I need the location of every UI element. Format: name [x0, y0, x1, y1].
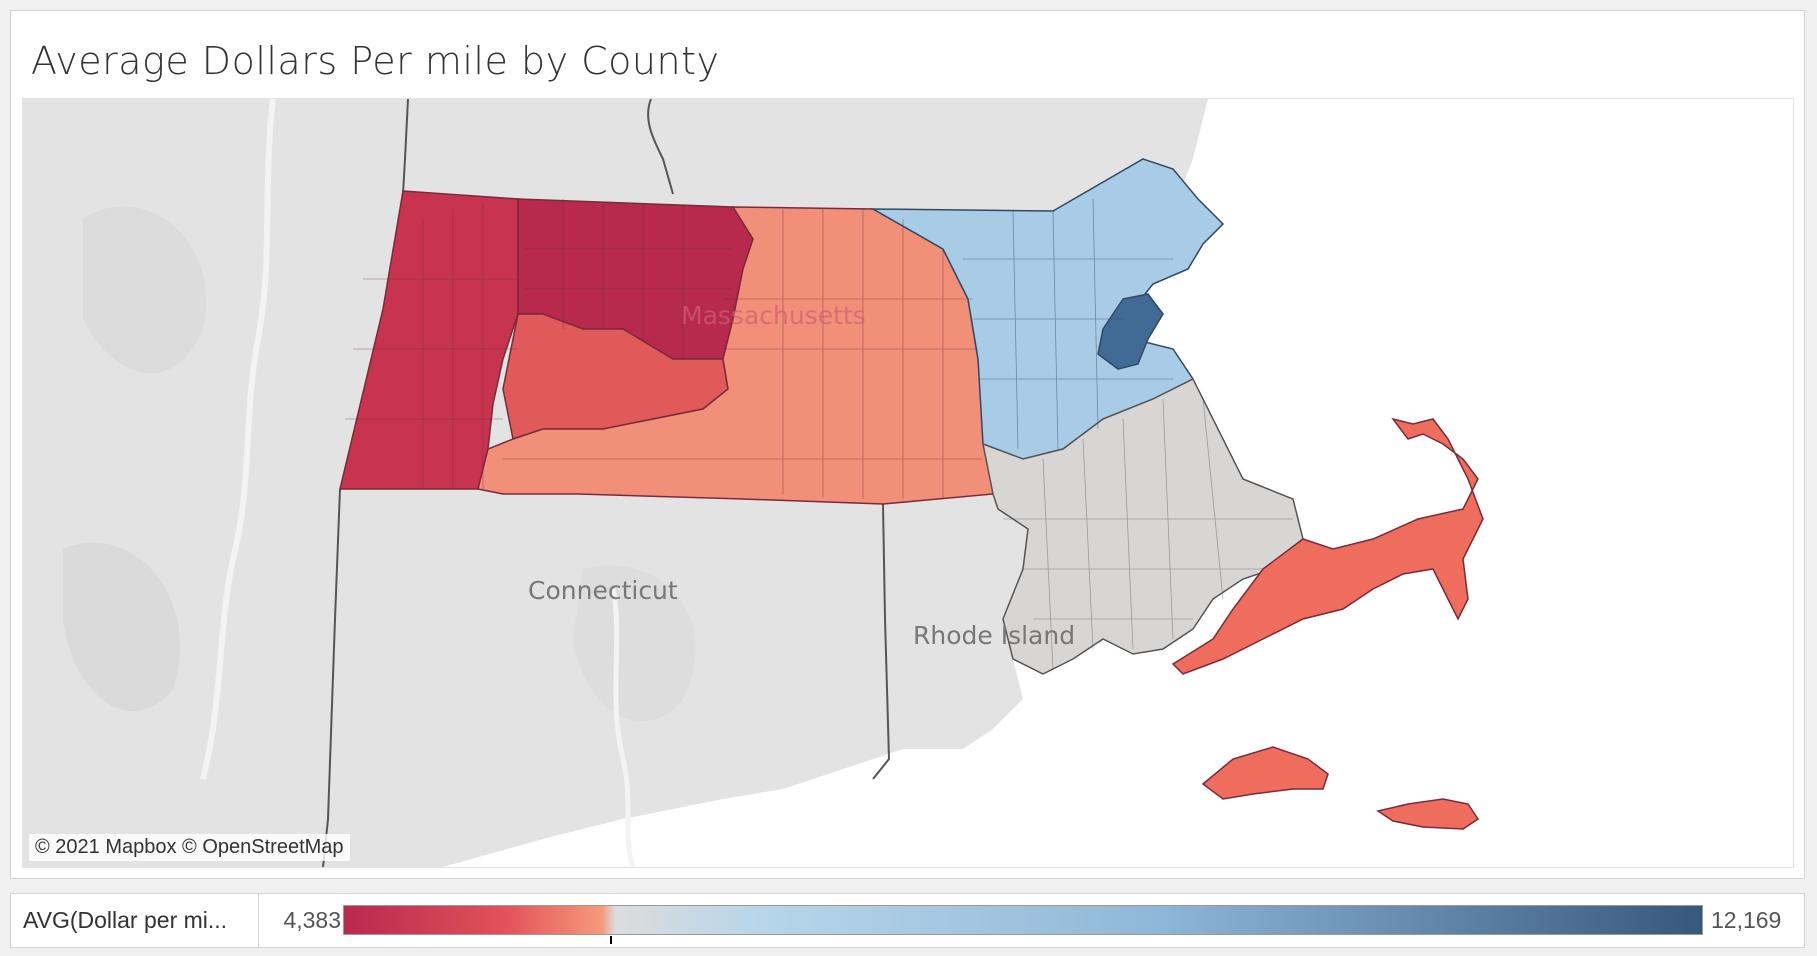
legend-max-value: 12,169: [1711, 907, 1782, 933]
terrain-shade: [63, 542, 181, 712]
legend-min-value: 4,383: [283, 907, 341, 933]
map-canvas[interactable]: Massachusetts Connecticut Rhode Island: [23, 99, 1793, 867]
county-plymouth-bristol[interactable]: [981, 377, 1304, 675]
legend-gradient-bar: [343, 905, 1703, 935]
terrain-shade: [573, 565, 696, 722]
color-legend: AVG(Dollar per mi... 4,383 12,169: [10, 893, 1805, 948]
county-dukes[interactable]: [1201, 746, 1329, 800]
label-rhode-island: Rhode Island: [913, 621, 1075, 650]
legend-midpoint-tick: [609, 936, 612, 944]
river: [610, 588, 636, 867]
town-boundaries: [345, 199, 983, 499]
map-attribution[interactable]: © 2021 Mapbox © OpenStreetMap: [29, 834, 350, 861]
dashboard-panel: Average Dollars Per mile by County: [10, 10, 1805, 879]
label-massachusetts: Massachusetts: [681, 301, 866, 330]
town-boundaries: [963, 198, 1173, 450]
label-connecticut: Connecticut: [528, 576, 678, 605]
legend-gradient: [344, 906, 1702, 934]
county-barnstable[interactable]: [1171, 417, 1484, 675]
terrain-shade: [83, 206, 207, 374]
state-border-ny-vt: [402, 99, 409, 195]
county-suffolk[interactable]: [1097, 293, 1164, 370]
river: [200, 99, 276, 780]
town-boundaries: [1003, 398, 1293, 670]
legend-field-label[interactable]: AVG(Dollar per mi...: [11, 894, 259, 947]
state-border-ct-ri: [872, 503, 891, 780]
page-title: Average Dollars Per mile by County: [31, 39, 720, 83]
map-view[interactable]: Massachusetts Connecticut Rhode Island ©…: [22, 98, 1794, 868]
county-nantucket[interactable]: [1376, 798, 1480, 830]
state-border-vt-nh: [647, 99, 674, 195]
